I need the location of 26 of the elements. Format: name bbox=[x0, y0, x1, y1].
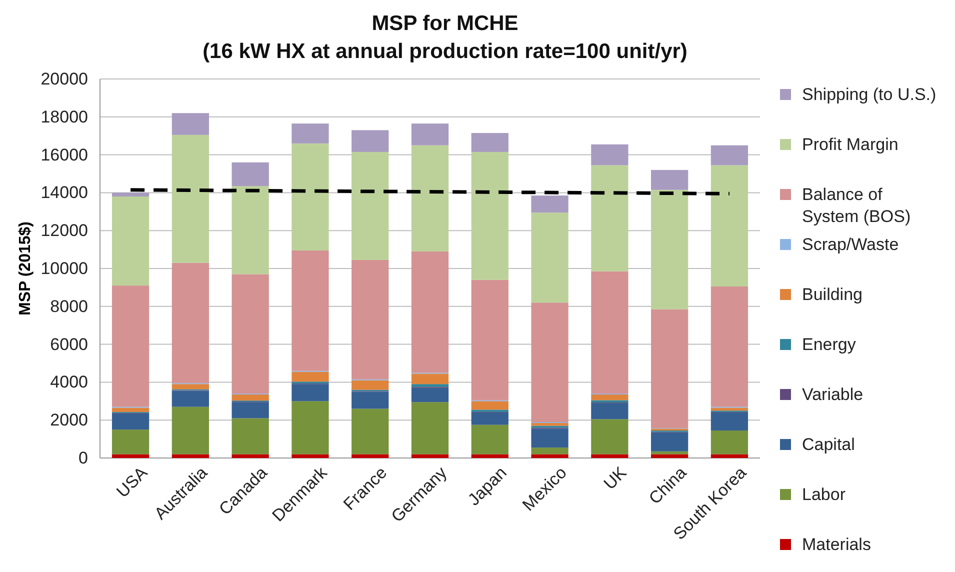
y-axis-title: MSP (2015$) bbox=[17, 222, 34, 316]
y-tick-label: 4000 bbox=[50, 372, 88, 392]
y-tick-label: 0 bbox=[78, 448, 88, 468]
y-tick-label: 18000 bbox=[40, 107, 88, 126]
y-tick-label: 8000 bbox=[50, 296, 88, 316]
legend-label: Materials bbox=[802, 535, 871, 554]
y-tick-label: 12000 bbox=[40, 221, 88, 240]
y-tick-label: 14000 bbox=[40, 183, 88, 202]
y-tick-label: 20000 bbox=[40, 69, 88, 88]
y-tick-label: 2000 bbox=[50, 410, 88, 430]
legend-label: Variable bbox=[802, 385, 864, 404]
x-tick-label: USA bbox=[112, 462, 152, 502]
legend-label: Building bbox=[802, 285, 862, 304]
chart-title: MSP for MCHE bbox=[372, 12, 518, 35]
y-tick-label: 16000 bbox=[40, 145, 88, 164]
legend-label: Profit Margin bbox=[802, 135, 898, 154]
y-tick-label: 6000 bbox=[50, 334, 88, 354]
legend-label: Energy bbox=[802, 335, 856, 354]
chart-subtitle: (16 kW HX at annual production rate=100 unit/yr) bbox=[202, 40, 688, 63]
legend-label: Labor bbox=[802, 485, 846, 504]
legend-label: Scrap/Waste bbox=[802, 235, 899, 254]
legend-label: Capital bbox=[802, 435, 855, 454]
y-tick-label: 10000 bbox=[40, 258, 88, 278]
legend-label: Balance of System (BOS) bbox=[802, 185, 911, 226]
x-tick-label: UK bbox=[600, 462, 631, 494]
legend-label: Shipping (to U.S.) bbox=[802, 85, 936, 104]
